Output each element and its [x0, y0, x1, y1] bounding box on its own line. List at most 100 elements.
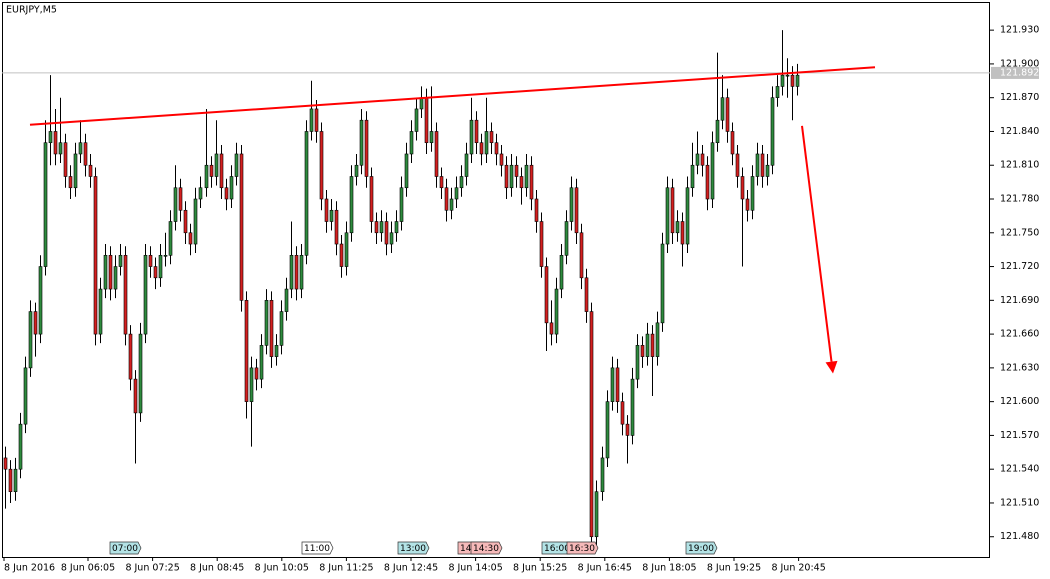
candle-body [8, 468, 13, 493]
y-tick-label: 121.600 [1000, 396, 1039, 407]
candle-body [83, 142, 88, 166]
event-label: 16:30 [569, 544, 595, 554]
candle-body [750, 176, 755, 211]
candle-body [349, 176, 354, 234]
candle-body [780, 74, 785, 87]
plot-frame [2, 2, 990, 558]
candle-body [219, 153, 224, 189]
candle-body [589, 311, 594, 538]
candle-body [745, 198, 750, 211]
x-tick-label: 8 Jun 16:45 [578, 563, 632, 574]
y-tick-label: 121.570 [1000, 430, 1039, 441]
candle-body [489, 131, 494, 144]
event-label: 07:00 [112, 544, 138, 554]
candle-body [173, 187, 178, 222]
candle-body [660, 243, 665, 324]
y-tick-label: 121.480 [1000, 531, 1039, 542]
candle-body [23, 367, 28, 425]
candle-body [464, 153, 469, 177]
y-tick-label: 121.780 [1000, 194, 1039, 205]
candle-body [539, 221, 544, 267]
candle-body [705, 164, 710, 200]
candle-body [123, 254, 128, 335]
event-label: 11:00 [304, 544, 330, 554]
candle-body [720, 97, 725, 121]
candle-body [444, 187, 449, 211]
candle-body [178, 187, 183, 211]
candle-body [770, 97, 775, 166]
candle-body [514, 164, 519, 177]
candle-body [324, 198, 329, 222]
candle-body [559, 254, 564, 290]
candle-body [620, 401, 625, 425]
candle-body [419, 97, 424, 110]
candle-body [163, 254, 168, 257]
event-marker [301, 541, 334, 555]
event-label: 16:00 [544, 544, 570, 554]
price-label-box [991, 66, 1039, 79]
candle-body [304, 131, 309, 256]
candle-body [143, 254, 148, 335]
candle-body [554, 288, 559, 335]
y-tick-label: 121.660 [1000, 329, 1039, 340]
candle-body [259, 345, 264, 380]
candle-body [153, 266, 158, 279]
y-tick-label: 121.630 [1000, 362, 1039, 373]
candle-body [424, 97, 429, 144]
candle-body [369, 176, 374, 222]
arrow-head [825, 360, 838, 374]
candle-body [214, 153, 219, 177]
candle-body [209, 164, 214, 177]
candle-body [765, 164, 770, 177]
event-label: 13:00 [400, 544, 426, 554]
candle-body [630, 378, 635, 436]
x-tick-label: 8 Jun 12:45 [384, 563, 438, 574]
chart-title: EURJPY,M5 [6, 5, 57, 16]
candle-body [579, 232, 584, 279]
x-tick-label: 8 Jun 18:05 [642, 563, 696, 574]
candle-body [584, 277, 589, 312]
x-tick-label: 8 Jun 06:05 [61, 563, 115, 574]
candle-body [224, 187, 229, 200]
y-tick-label: 121.750 [1000, 227, 1039, 238]
candle-body [234, 153, 239, 177]
y-tick-label: 121.810 [1000, 160, 1039, 171]
candle-body [454, 187, 459, 200]
candle-body [529, 164, 534, 200]
candle-body [279, 311, 284, 346]
candle-body [509, 164, 514, 189]
candle-body [394, 221, 399, 234]
candle-body [484, 131, 489, 155]
candle-body [3, 457, 8, 470]
candle-body [33, 311, 38, 335]
x-tick-label: 8 Jun 11:25 [319, 563, 373, 574]
candle-body [434, 131, 439, 177]
candle-body [449, 198, 454, 211]
candle-body [28, 311, 33, 369]
candle-body [439, 176, 444, 189]
x-tick-label: 8 Jun 08:45 [190, 563, 244, 574]
candle-body [625, 423, 630, 436]
candle-body [735, 153, 740, 177]
candle-body [645, 333, 650, 357]
candle-body [188, 232, 193, 245]
candle-body [108, 254, 113, 290]
candle-body [269, 300, 274, 357]
candle-body [289, 254, 294, 290]
candle-body [610, 367, 615, 402]
candle-body [63, 142, 68, 177]
event-marker [685, 541, 718, 555]
y-tick-label: 121.690 [1000, 295, 1039, 306]
candle-body [319, 131, 324, 200]
y-tick-label: 121.930 [1000, 25, 1039, 36]
candle-body [113, 266, 118, 290]
candle-body [294, 254, 299, 290]
candle-body [264, 300, 269, 346]
candle-body [133, 378, 138, 414]
candle-body [409, 131, 414, 155]
candle-body [148, 254, 153, 267]
candle-body [344, 232, 349, 267]
candle-body [38, 266, 43, 335]
candle-body [183, 209, 188, 234]
candle-body [379, 221, 384, 234]
